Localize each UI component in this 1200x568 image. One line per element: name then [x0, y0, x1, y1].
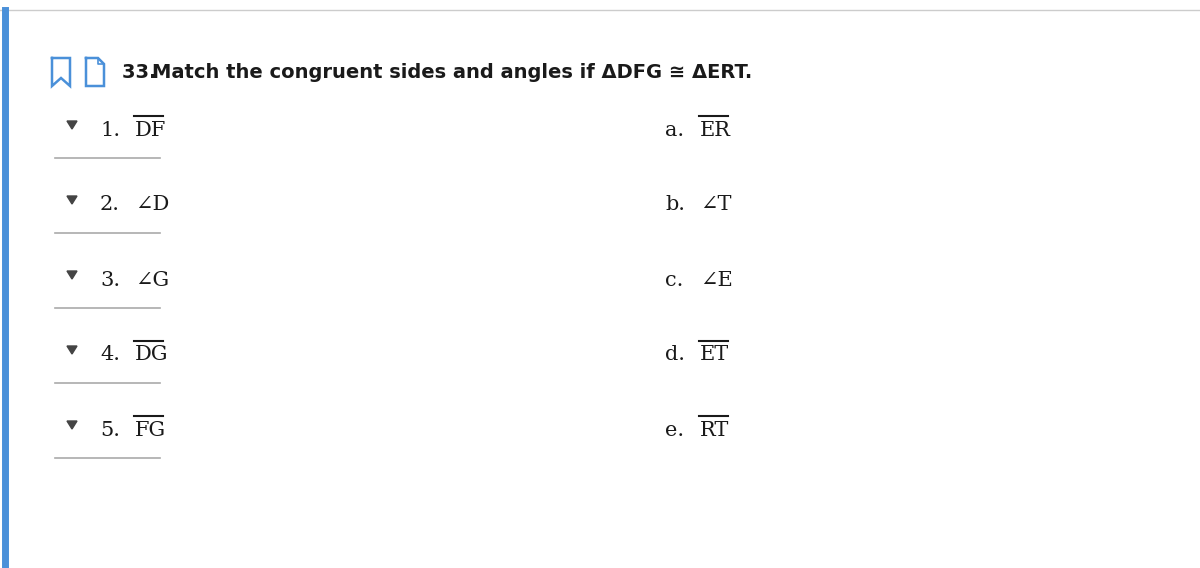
Text: 2.: 2.	[100, 195, 120, 215]
Text: a.: a.	[665, 120, 684, 140]
Text: b.: b.	[665, 195, 685, 215]
Text: ET: ET	[700, 345, 730, 365]
Text: 33.: 33.	[122, 63, 163, 82]
Text: d.: d.	[665, 345, 685, 365]
Text: RT: RT	[700, 420, 730, 440]
Text: DF: DF	[134, 120, 167, 140]
Polygon shape	[67, 196, 77, 204]
Text: Match the congruent sides and angles if ΔDFG ≅ ΔERT.: Match the congruent sides and angles if …	[152, 63, 752, 82]
Text: ∠T: ∠T	[700, 195, 732, 215]
Text: DG: DG	[134, 345, 168, 365]
Text: e.: e.	[665, 420, 684, 440]
Text: ER: ER	[700, 120, 731, 140]
Text: ∠G: ∠G	[134, 270, 169, 290]
Text: c.: c.	[665, 270, 683, 290]
Text: 4.: 4.	[100, 345, 120, 365]
Polygon shape	[67, 421, 77, 429]
Polygon shape	[67, 346, 77, 354]
Text: ∠D: ∠D	[134, 195, 169, 215]
Text: ∠E: ∠E	[700, 270, 733, 290]
Text: FG: FG	[134, 420, 166, 440]
Text: 3.: 3.	[100, 270, 120, 290]
Polygon shape	[67, 121, 77, 129]
Text: 1.: 1.	[100, 120, 120, 140]
Text: 5.: 5.	[100, 420, 120, 440]
Polygon shape	[67, 271, 77, 279]
